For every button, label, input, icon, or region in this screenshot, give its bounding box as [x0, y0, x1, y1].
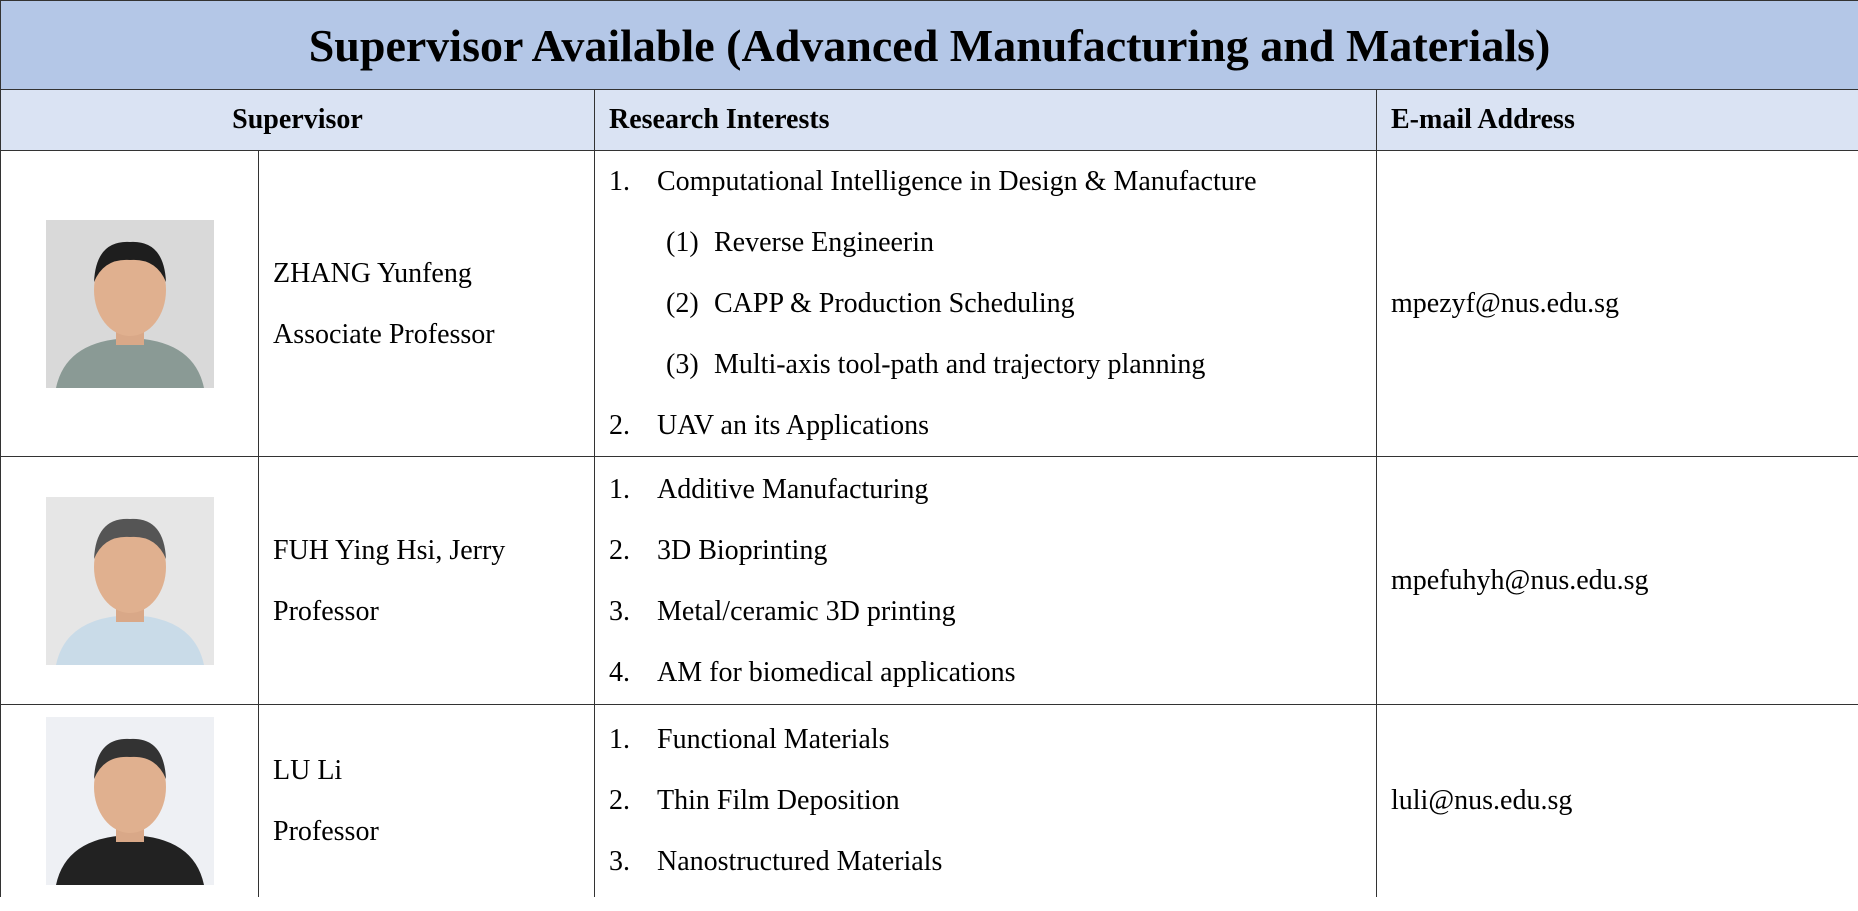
interest-item: 3. Metal/ceramic 3D printing	[595, 581, 1376, 642]
item-text: Reverse Engineerin	[714, 227, 935, 258]
item-marker: 3.	[609, 846, 630, 878]
item-text: Computational Intelligence in Design & M…	[657, 166, 1257, 197]
item-marker: (1)	[666, 227, 699, 258]
item-marker: 4.	[609, 656, 630, 688]
interest-item: 1. Functional Materials	[595, 709, 1376, 770]
item-text: Thin Film Deposition	[657, 785, 900, 817]
interest-subitem: (2) CAPP & Production Scheduling	[595, 273, 1376, 334]
item-text: Functional Materials	[657, 724, 890, 756]
column-header: Supervisor	[0, 89, 595, 151]
name-cell: FUH Ying Hsi, Jerry Professor	[258, 456, 595, 705]
item-text: Additive Manufacturing	[657, 473, 929, 505]
item-text: Nanostructured Materials	[657, 846, 943, 878]
column-header: E-mail Address	[1375, 89, 1858, 151]
table-body: ZHANG Yunfeng Associate Professor 1. Comput…	[0, 150, 1858, 897]
item-text: AM for biomedical applications	[657, 656, 1016, 688]
item-marker: 2.	[609, 534, 630, 566]
supervisor-photo	[45, 219, 214, 388]
interest-item: 1. Computational Intelligence in Design &…	[595, 151, 1376, 212]
interests-cell: 1. Functional Materials 2. Thin Film Deposi…	[594, 704, 1377, 897]
item-marker: (3)	[666, 349, 699, 380]
table-row: LU Li Professor 1. Functional Materials 2. Th…	[0, 704, 1858, 897]
interest-item: 2. UAV an its Applications	[595, 395, 1376, 456]
item-marker: (2)	[666, 288, 699, 319]
column-header: Research Interests	[594, 89, 1377, 151]
supervisor-name: ZHANG Yunfeng	[273, 257, 472, 289]
item-marker: 1.	[609, 724, 630, 756]
name-cell: ZHANG Yunfeng Associate Professor	[258, 150, 595, 457]
item-marker: 2.	[609, 785, 630, 817]
item-text: 3D Bioprinting	[657, 534, 828, 566]
interest-item: 3. Nanostructured Materials	[595, 831, 1376, 892]
item-marker: 1.	[609, 473, 630, 505]
email-cell: mpefuhyh@nus.edu.sg	[1375, 456, 1858, 705]
item-text: UAV an its Applications	[657, 410, 929, 441]
supervisor-photo	[45, 716, 214, 885]
interest-item: 1. Additive Manufacturing	[595, 459, 1376, 520]
interests-cell: 1. Additive Manufacturing 2. 3D Bioprinting…	[594, 456, 1377, 705]
interest-subitem: (3) Multi-axis tool-path and trajectory p…	[595, 334, 1376, 395]
email-cell: luli@nus.edu.sg	[1375, 704, 1858, 897]
interest-subitem: (1) Reverse Engineerin	[595, 212, 1376, 273]
supervisor-position: Professor	[273, 815, 379, 847]
supervisor-photo	[45, 496, 214, 665]
interest-item: 2. 3D Bioprinting	[595, 520, 1376, 581]
item-marker: 1.	[609, 166, 630, 197]
photo-cell	[0, 704, 259, 897]
table-row: ZHANG Yunfeng Associate Professor 1. Comput…	[0, 150, 1858, 457]
supervisor-position: Associate Professor	[273, 318, 495, 350]
interest-item: 2. Thin Film Deposition	[595, 770, 1376, 831]
item-text: Metal/ceramic 3D printing	[657, 595, 956, 627]
interest-item: 4. AM for biomedical applications	[595, 642, 1376, 703]
item-marker: 3.	[609, 595, 630, 627]
supervisor-name: LU Li	[273, 754, 343, 786]
interests-cell: 1. Computational Intelligence in Design &…	[594, 150, 1377, 457]
photo-cell	[0, 456, 259, 705]
item-text: CAPP & Production Scheduling	[714, 288, 1075, 319]
supervisor-position: Professor	[273, 595, 379, 627]
email-cell: mpezyf@nus.edu.sg	[1375, 150, 1858, 457]
title: Supervisor Available (Advanced Manufactu…	[0, 0, 1858, 90]
table-row: FUH Ying Hsi, Jerry Professor 1. Additive M…	[0, 456, 1858, 705]
item-marker: 2.	[609, 410, 630, 441]
name-cell: LU Li Professor	[258, 704, 595, 897]
photo-cell	[0, 150, 259, 457]
supervisor-name: FUH Ying Hsi, Jerry	[273, 534, 506, 566]
item-text: Multi-axis tool-path and trajectory plan…	[714, 349, 1206, 380]
